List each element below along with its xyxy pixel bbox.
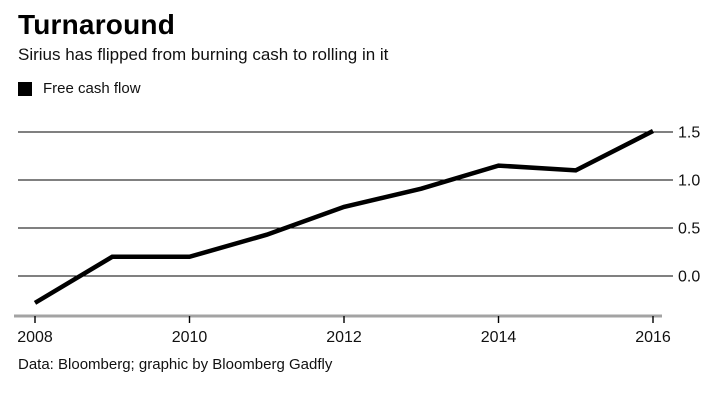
x-tick-label: 2014 xyxy=(481,329,517,346)
source-note: Data: Bloomberg; graphic by Bloomberg Ga… xyxy=(18,356,333,373)
x-tick-label: 2016 xyxy=(635,329,671,346)
legend-swatch-icon xyxy=(18,81,32,96)
x-tick-label: 2012 xyxy=(326,329,362,346)
legend-label: Free cash flow xyxy=(43,80,141,97)
y-tick-label: 1.5 xyxy=(678,125,700,142)
x-tick-label: 2010 xyxy=(172,329,208,346)
line-chart: 0.0 0.5 1.0 1.5 2008 2010 2012 2014 2016 xyxy=(14,125,700,346)
y-tick-label: 0.5 xyxy=(678,221,700,238)
x-tick-label: 2008 xyxy=(17,329,53,346)
y-tick-label: 0.0 xyxy=(678,269,700,286)
chart-subtitle: Sirius has flipped from burning cash to … xyxy=(18,45,389,64)
legend: Free cash flow xyxy=(18,80,141,97)
y-tick-label: 1.0 xyxy=(678,173,700,190)
chart-title: Turnaround xyxy=(18,9,176,40)
free-cash-flow-line xyxy=(33,129,655,305)
